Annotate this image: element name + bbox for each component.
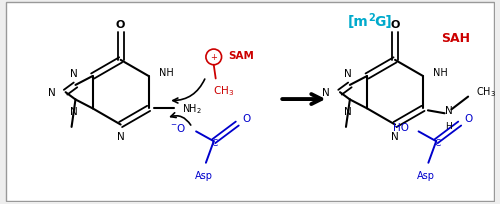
Text: Asp: Asp [418,170,436,180]
FancyBboxPatch shape [6,3,494,201]
Text: N: N [117,132,124,142]
Text: NH: NH [159,68,174,78]
Text: CH$_3$: CH$_3$ [476,84,496,98]
Text: G]: G] [374,14,392,29]
Text: O: O [116,20,126,29]
Text: O: O [242,113,250,123]
Text: SAH: SAH [442,32,470,45]
Text: [m: [m [348,14,369,29]
Text: C: C [434,138,440,147]
Text: SAM: SAM [228,51,254,61]
Text: CH$_3$: CH$_3$ [213,84,234,98]
Text: N: N [344,107,352,117]
Text: H: H [445,121,452,130]
Text: N: N [391,132,399,142]
Text: O: O [464,113,472,123]
Text: N: N [344,69,352,79]
Text: $^{-}$O: $^{-}$O [170,122,186,134]
Text: O: O [390,20,400,29]
Text: N: N [70,107,78,117]
Text: Asp: Asp [195,170,213,180]
Text: N: N [48,88,56,98]
Text: 2: 2 [368,13,376,23]
Text: NH: NH [434,68,448,78]
FancyArrowPatch shape [282,95,322,104]
Text: N: N [70,69,78,79]
Text: N: N [444,106,452,116]
Text: +: + [210,53,217,62]
FancyArrowPatch shape [170,113,191,125]
Text: NH$_2$: NH$_2$ [182,102,202,116]
Text: N: N [322,88,330,98]
Text: C: C [212,138,218,147]
Text: HO: HO [393,123,409,133]
FancyArrowPatch shape [173,80,205,103]
